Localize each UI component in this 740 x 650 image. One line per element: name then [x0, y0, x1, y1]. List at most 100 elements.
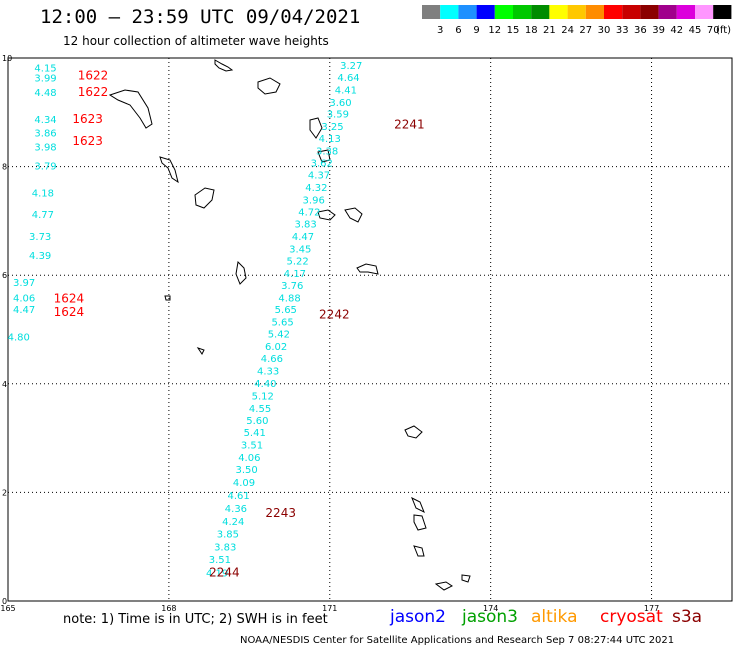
swh-value: 3.83: [295, 219, 317, 230]
color-swatch: [567, 5, 586, 19]
swh-value: 4.80: [8, 332, 30, 343]
credit-line: NOAA/NESDIS Center for Satellite Applica…: [240, 635, 675, 646]
swh-value: 4.37: [308, 171, 330, 182]
swh-value: 3.25: [321, 122, 343, 133]
swh-value: 4.40: [254, 379, 276, 390]
satellite-name-s3a: s3a: [672, 607, 703, 627]
color-scale-label: 15: [507, 25, 520, 36]
swh-value: 6.02: [265, 342, 287, 353]
color-scale-label: 9: [473, 25, 479, 36]
swh-value: 5.42: [268, 330, 290, 341]
color-swatch: [713, 5, 732, 19]
island-outline: [196, 347, 205, 355]
color-scale-label: 33: [616, 25, 629, 36]
color-swatch: [494, 5, 513, 19]
island-outline: [159, 156, 179, 184]
map-subtitle: 12 hour collection of altimeter wave hei…: [63, 34, 329, 48]
color-scale-label: 24: [561, 25, 574, 36]
swh-value: 4.47: [292, 232, 314, 243]
pass-time-label: 2242: [319, 308, 350, 322]
island-outline: [356, 263, 379, 275]
swh-value: 3.98: [34, 142, 56, 153]
swh-value: 4.17: [284, 269, 306, 280]
color-swatch: [604, 5, 623, 19]
map-frame: [7, 57, 733, 602]
color-swatch: [531, 5, 550, 19]
swh-value: 5.60: [246, 416, 268, 427]
color-swatch: [640, 5, 659, 19]
color-swatch: [513, 5, 532, 19]
island-outline: [214, 59, 234, 72]
color-scale-label: 18: [525, 25, 538, 36]
swh-value: 4.18: [32, 188, 54, 199]
swh-value: 3.60: [329, 98, 351, 109]
color-scale-legend: 3 6 9 12 15 18 21 24 27 30 33 36 39 42 45 70(ft): [422, 5, 732, 36]
island-outline: [344, 207, 363, 223]
color-scale-label: 30: [598, 25, 611, 36]
pass-time-label: 1624: [54, 291, 85, 305]
swh-value: 4.61: [227, 491, 249, 502]
pass-time-label: 1622: [78, 85, 109, 99]
swh-value: 4.77: [32, 210, 54, 221]
color-swatch: [658, 5, 677, 19]
color-swatch: [422, 5, 441, 19]
color-swatch: [695, 5, 714, 19]
lon-tick-label: 177: [644, 604, 659, 613]
satellite-name-altika: altika: [531, 607, 578, 627]
island-outline: [413, 514, 427, 531]
lat-tick-label: 6: [2, 271, 7, 280]
swh-value: 3.96: [303, 196, 325, 207]
color-scale-label: 45: [689, 25, 702, 36]
island-outline: [404, 425, 423, 439]
color-scale-label: 27: [579, 25, 592, 36]
lat-tick-label: 2: [2, 488, 7, 497]
color-swatch: [676, 5, 695, 19]
island-outline: [413, 545, 425, 557]
island-outline: [235, 260, 247, 285]
lon-tick-label: 165: [0, 604, 15, 613]
satellite-name-jason2: jason2: [390, 607, 446, 627]
swh-value: 5.22: [286, 256, 308, 267]
swh-value: 4.34: [34, 115, 56, 126]
color-swatch: [476, 5, 495, 19]
swh-value: 4.06: [238, 453, 260, 464]
swh-value: 3.45: [289, 244, 311, 255]
swh-value: 3.59: [327, 110, 349, 121]
swh-value: 3.76: [281, 281, 303, 292]
lat-tick-label: 4: [2, 380, 7, 389]
map-title: 12:00 – 23:59 UTC 09/04/2021: [40, 6, 361, 28]
color-swatch: [622, 5, 641, 19]
color-scale-label: 42: [670, 25, 683, 36]
pass-time-label: 1622: [78, 69, 109, 83]
island-outline: [108, 89, 153, 129]
swh-value: 4.06: [13, 293, 35, 304]
swh-value: 4.39: [29, 251, 51, 262]
swh-value: 4.55: [249, 404, 271, 415]
swh-value: 4.32: [305, 183, 327, 194]
lon-tick-label: 171: [322, 604, 337, 613]
lat-tick-label: 10: [2, 54, 12, 63]
swh-value: 3.83: [214, 543, 236, 554]
pass-time-label: 2244: [209, 566, 240, 580]
lon-tick-label: 168: [161, 604, 176, 613]
swh-value: 4.13: [319, 134, 341, 145]
swh-value: 3.86: [34, 129, 56, 140]
island-outline: [194, 187, 215, 209]
island-outline: [257, 77, 281, 95]
lon-tick-label: 174: [483, 604, 498, 613]
swh-value: 5.12: [252, 392, 274, 403]
color-swatch: [458, 5, 477, 19]
swh-value: 3.50: [236, 465, 258, 476]
swh-value: 3.99: [34, 73, 56, 84]
island-outline: [461, 574, 471, 583]
color-swatch: [549, 5, 568, 19]
island-outline: [317, 209, 336, 221]
swh-value: 3.85: [217, 529, 239, 540]
swh-value: 3.73: [29, 232, 51, 243]
color-scale-label: 36: [634, 25, 647, 36]
swh-value: 3.51: [209, 555, 231, 566]
swh-value: 4.36: [225, 504, 247, 515]
swh-value: 5.41: [244, 428, 266, 439]
satellite-name-cryosat: cryosat: [600, 607, 663, 627]
island-outline: [434, 581, 453, 591]
